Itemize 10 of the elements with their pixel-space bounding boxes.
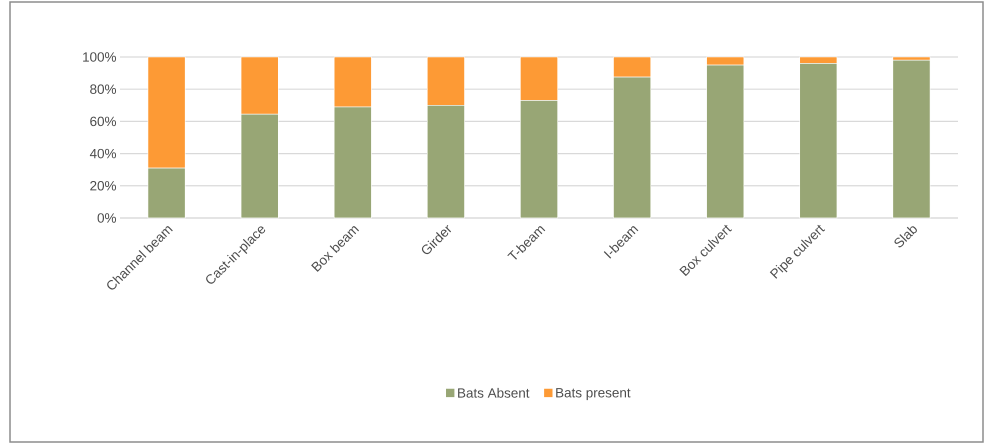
y-tick-label: 40% <box>90 148 116 158</box>
legend-label: Bats present <box>556 388 630 400</box>
x-tick-label: Slab <box>894 226 917 248</box>
y-tick-label: 20% <box>90 181 116 191</box>
legend-label: Bats Absent <box>458 388 530 398</box>
y-tick-label: 80% <box>90 84 116 94</box>
y-tick-label: 60% <box>90 116 116 126</box>
y-tick-label: 0% <box>98 213 116 223</box>
bar <box>892 60 930 218</box>
y-tick-label: 100% <box>83 52 116 62</box>
